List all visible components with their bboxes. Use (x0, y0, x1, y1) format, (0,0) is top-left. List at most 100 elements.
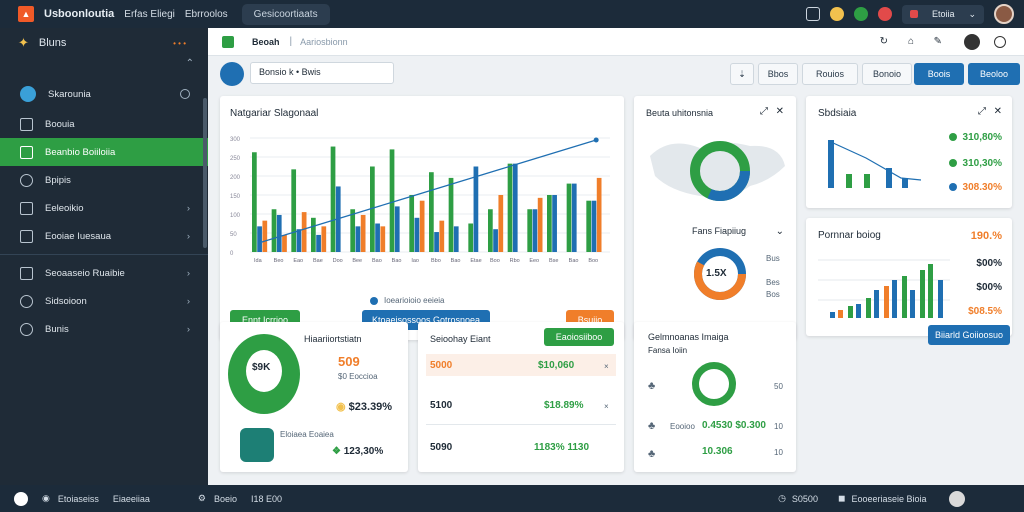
menu-item-1[interactable]: Erfas Eliegi (124, 8, 175, 20)
sidebar-item-7[interactable]: Bunis › (0, 315, 208, 343)
row-close-icon[interactable]: × (604, 402, 609, 411)
sidebar-section-label: Skarounia (48, 88, 91, 100)
activity-label: Eooioo (670, 422, 695, 431)
toolbar-button-5[interactable]: Beoloo (968, 63, 1020, 85)
bar (493, 229, 498, 252)
sidebar-item-label: Bpipis (45, 174, 71, 186)
user-avatar[interactable] (964, 33, 980, 50)
sidebar-scrollbar[interactable] (203, 98, 207, 248)
sidebar-item-2[interactable]: Bpipis (0, 166, 208, 194)
sidebar-section[interactable]: Skarounia (0, 78, 208, 110)
edit-icon[interactable]: ✎ (933, 36, 942, 47)
bar (414, 217, 420, 252)
x-tick-label: Bae (313, 258, 323, 264)
y-tick-label: 300 (230, 137, 241, 143)
refresh-icon[interactable]: ↻ (879, 36, 888, 47)
bar (330, 146, 336, 252)
activity-value: 10.306 (702, 446, 733, 457)
chevron-down-icon[interactable]: ⌄ (775, 226, 784, 237)
alert-icon[interactable] (877, 7, 892, 21)
footer-link-2[interactable]: Eiaeeiiaa (112, 493, 150, 504)
y-tick-label: 0 (230, 251, 234, 257)
sidebar-item-label: Beanbio Boiiloiia (45, 146, 116, 158)
footer-text: Eooeeriaseie Bioia (851, 493, 927, 504)
expand-icon[interactable]: ⤢ (760, 106, 768, 117)
x-tick-label: Boo (588, 258, 598, 264)
more-icon[interactable]: • • • (173, 38, 186, 48)
donut-legend-1: Bus (766, 254, 780, 263)
stat-dot (948, 183, 957, 192)
search-input[interactable]: Bonsio k • Bwis (250, 62, 394, 84)
gauge-big-value: 509 (338, 354, 360, 369)
table-cell: 5100 (430, 400, 453, 411)
toolbar-button-2[interactable]: Rouios (802, 63, 858, 85)
home-icon[interactable]: ⌂ (907, 36, 914, 47)
sidebar-item-0[interactable]: Boouia (0, 110, 208, 138)
info-icon[interactable] (994, 35, 1006, 48)
avatar[interactable] (220, 62, 244, 86)
grouped-bar-chart (818, 259, 950, 318)
sidebar-item-label: Eeleoikio (45, 202, 84, 214)
bar (512, 163, 518, 252)
bar (473, 166, 479, 252)
toolbar-button-1[interactable]: Bbos (758, 63, 798, 85)
collapse-icon[interactable]: ⌃ (185, 58, 194, 69)
avatar[interactable] (14, 491, 28, 506)
chart-legend: Ioearioioio eeieia (370, 296, 445, 305)
app-tile[interactable] (240, 428, 274, 462)
table-button[interactable]: Eaoiosiiboo (544, 328, 614, 346)
chevron-down-icon: ⌄ (968, 8, 976, 19)
app-logo-icon[interactable]: ▲ (18, 6, 34, 22)
right-action-button[interactable]: Biiarld Goiioosuo (928, 325, 1010, 345)
close-icon[interactable]: ✕ (775, 106, 784, 117)
settings-icon[interactable]: ⚙ (197, 493, 206, 503)
sidebar-item-5[interactable]: Seoaaseio Ruaibie › (0, 259, 208, 287)
footer-avatar[interactable] (948, 490, 965, 507)
sidebar-item-3[interactable]: Eeleoikio › (0, 194, 208, 222)
bar (282, 234, 287, 252)
bar (448, 177, 454, 252)
section-icon (20, 86, 36, 102)
footer-link-3[interactable]: Boeio (214, 493, 238, 504)
sidebar: ✦ Bluns • • • ⌃ Skarounia Boouia Beanbio… (0, 28, 208, 485)
sidebar-item-6[interactable]: Sidsoioon › (0, 287, 208, 315)
global-search[interactable]: Gesicoortiaats (241, 3, 330, 25)
coin-icon[interactable] (829, 7, 844, 21)
chevron-right-icon: › (186, 267, 190, 279)
x-tick-label: Ida (254, 258, 263, 264)
map-title: Beuta uhitonsnia (646, 108, 714, 118)
x-tick-label: Iao (411, 258, 419, 264)
clock-icon[interactable]: ◷ (778, 493, 786, 503)
bell-icon[interactable]: ◼ (837, 493, 846, 503)
menu-item-2[interactable]: Ebrroolos (184, 8, 228, 20)
footer-link-1[interactable]: Etoiaseiss (57, 493, 99, 504)
bar (596, 177, 602, 252)
bar (355, 226, 361, 252)
legend-label: Ioearioioio eeieia (384, 296, 445, 305)
filter-button[interactable]: ⇣ (730, 63, 754, 85)
people-icon: ♣ (648, 380, 656, 392)
info-icon[interactable] (180, 89, 190, 99)
toolbar-button-4[interactable]: Boois (914, 63, 964, 85)
close-icon[interactable]: ✕ (993, 106, 1002, 117)
leaf-icon: ❖ (332, 446, 344, 457)
globe-icon[interactable]: ◉ (42, 493, 50, 503)
footer-link-4[interactable]: I18 E00 (251, 493, 283, 504)
user-menu[interactable]: Etoiia ⌄ (901, 4, 984, 24)
toolbar-button-3[interactable]: Bonoio (862, 63, 912, 85)
row-close-icon[interactable]: × (604, 362, 609, 371)
star-icon: ✦ (18, 35, 29, 50)
activity-subtitle: Fansa Ioiin (648, 346, 688, 355)
expand-icon[interactable]: ⤢ (978, 106, 986, 117)
mini-bar-chart (828, 140, 922, 188)
gauge-title: Hiaariiortstiatn (304, 334, 362, 344)
trend-line (261, 139, 597, 243)
leaf-icon[interactable] (853, 7, 868, 21)
bar (552, 195, 557, 252)
breadcrumb[interactable]: Aariosbionn (300, 36, 348, 47)
sidebar-item-1[interactable]: Beanbio Boiiloiia (0, 138, 208, 166)
avatar[interactable] (994, 4, 1014, 24)
shield-icon[interactable] (805, 7, 820, 21)
sidebar-item-4[interactable]: Eooiae Iuesaua › (0, 222, 208, 250)
activity-num: 50 (774, 382, 783, 391)
